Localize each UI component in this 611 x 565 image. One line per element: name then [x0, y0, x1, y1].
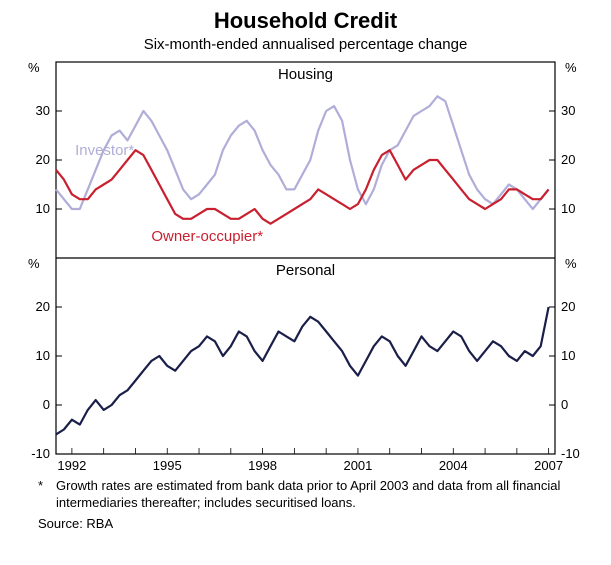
- xtick-1995: 1995: [147, 458, 187, 473]
- ytick-bot-left-20: 20: [0, 299, 50, 314]
- ytick-bot-right-10: 10: [561, 348, 575, 363]
- series-label-owneroccupier: Owner-occupier*: [151, 228, 263, 245]
- ytick-bot-left-10: 10: [0, 348, 50, 363]
- xtick-1992: 1992: [52, 458, 92, 473]
- chart-container: Household Credit Six-month-ended annuali…: [0, 0, 611, 565]
- xtick-2004: 2004: [433, 458, 473, 473]
- xtick-2001: 2001: [338, 458, 378, 473]
- panel-label-personal: Personal: [56, 262, 555, 279]
- unit-bot-left: %: [28, 256, 40, 271]
- ytick-top-right-10: 10: [561, 201, 575, 216]
- ytick-top-right-30: 30: [561, 103, 575, 118]
- ytick-bot-right-20: 20: [561, 299, 575, 314]
- series-label-investor: Investor*: [75, 142, 134, 159]
- ytick-bot-left-0: 0: [0, 397, 50, 412]
- panel-label-housing: Housing: [56, 66, 555, 83]
- footnote-marker: *: [38, 478, 43, 495]
- unit-top-left: %: [28, 60, 40, 75]
- ytick-top-right-20: 20: [561, 152, 575, 167]
- ytick-bot-left--10: -10: [0, 446, 50, 461]
- ytick-top-left-30: 30: [0, 103, 50, 118]
- xtick-1998: 1998: [243, 458, 283, 473]
- xtick-2007: 2007: [529, 458, 569, 473]
- ytick-top-left-20: 20: [0, 152, 50, 167]
- unit-top-right: %: [565, 60, 577, 75]
- ytick-bot-right-0: 0: [561, 397, 568, 412]
- footnote-text: Growth rates are estimated from bank dat…: [56, 478, 575, 512]
- source-text: Source: RBA: [38, 516, 113, 531]
- unit-bot-right: %: [565, 256, 577, 271]
- ytick-top-left-10: 10: [0, 201, 50, 216]
